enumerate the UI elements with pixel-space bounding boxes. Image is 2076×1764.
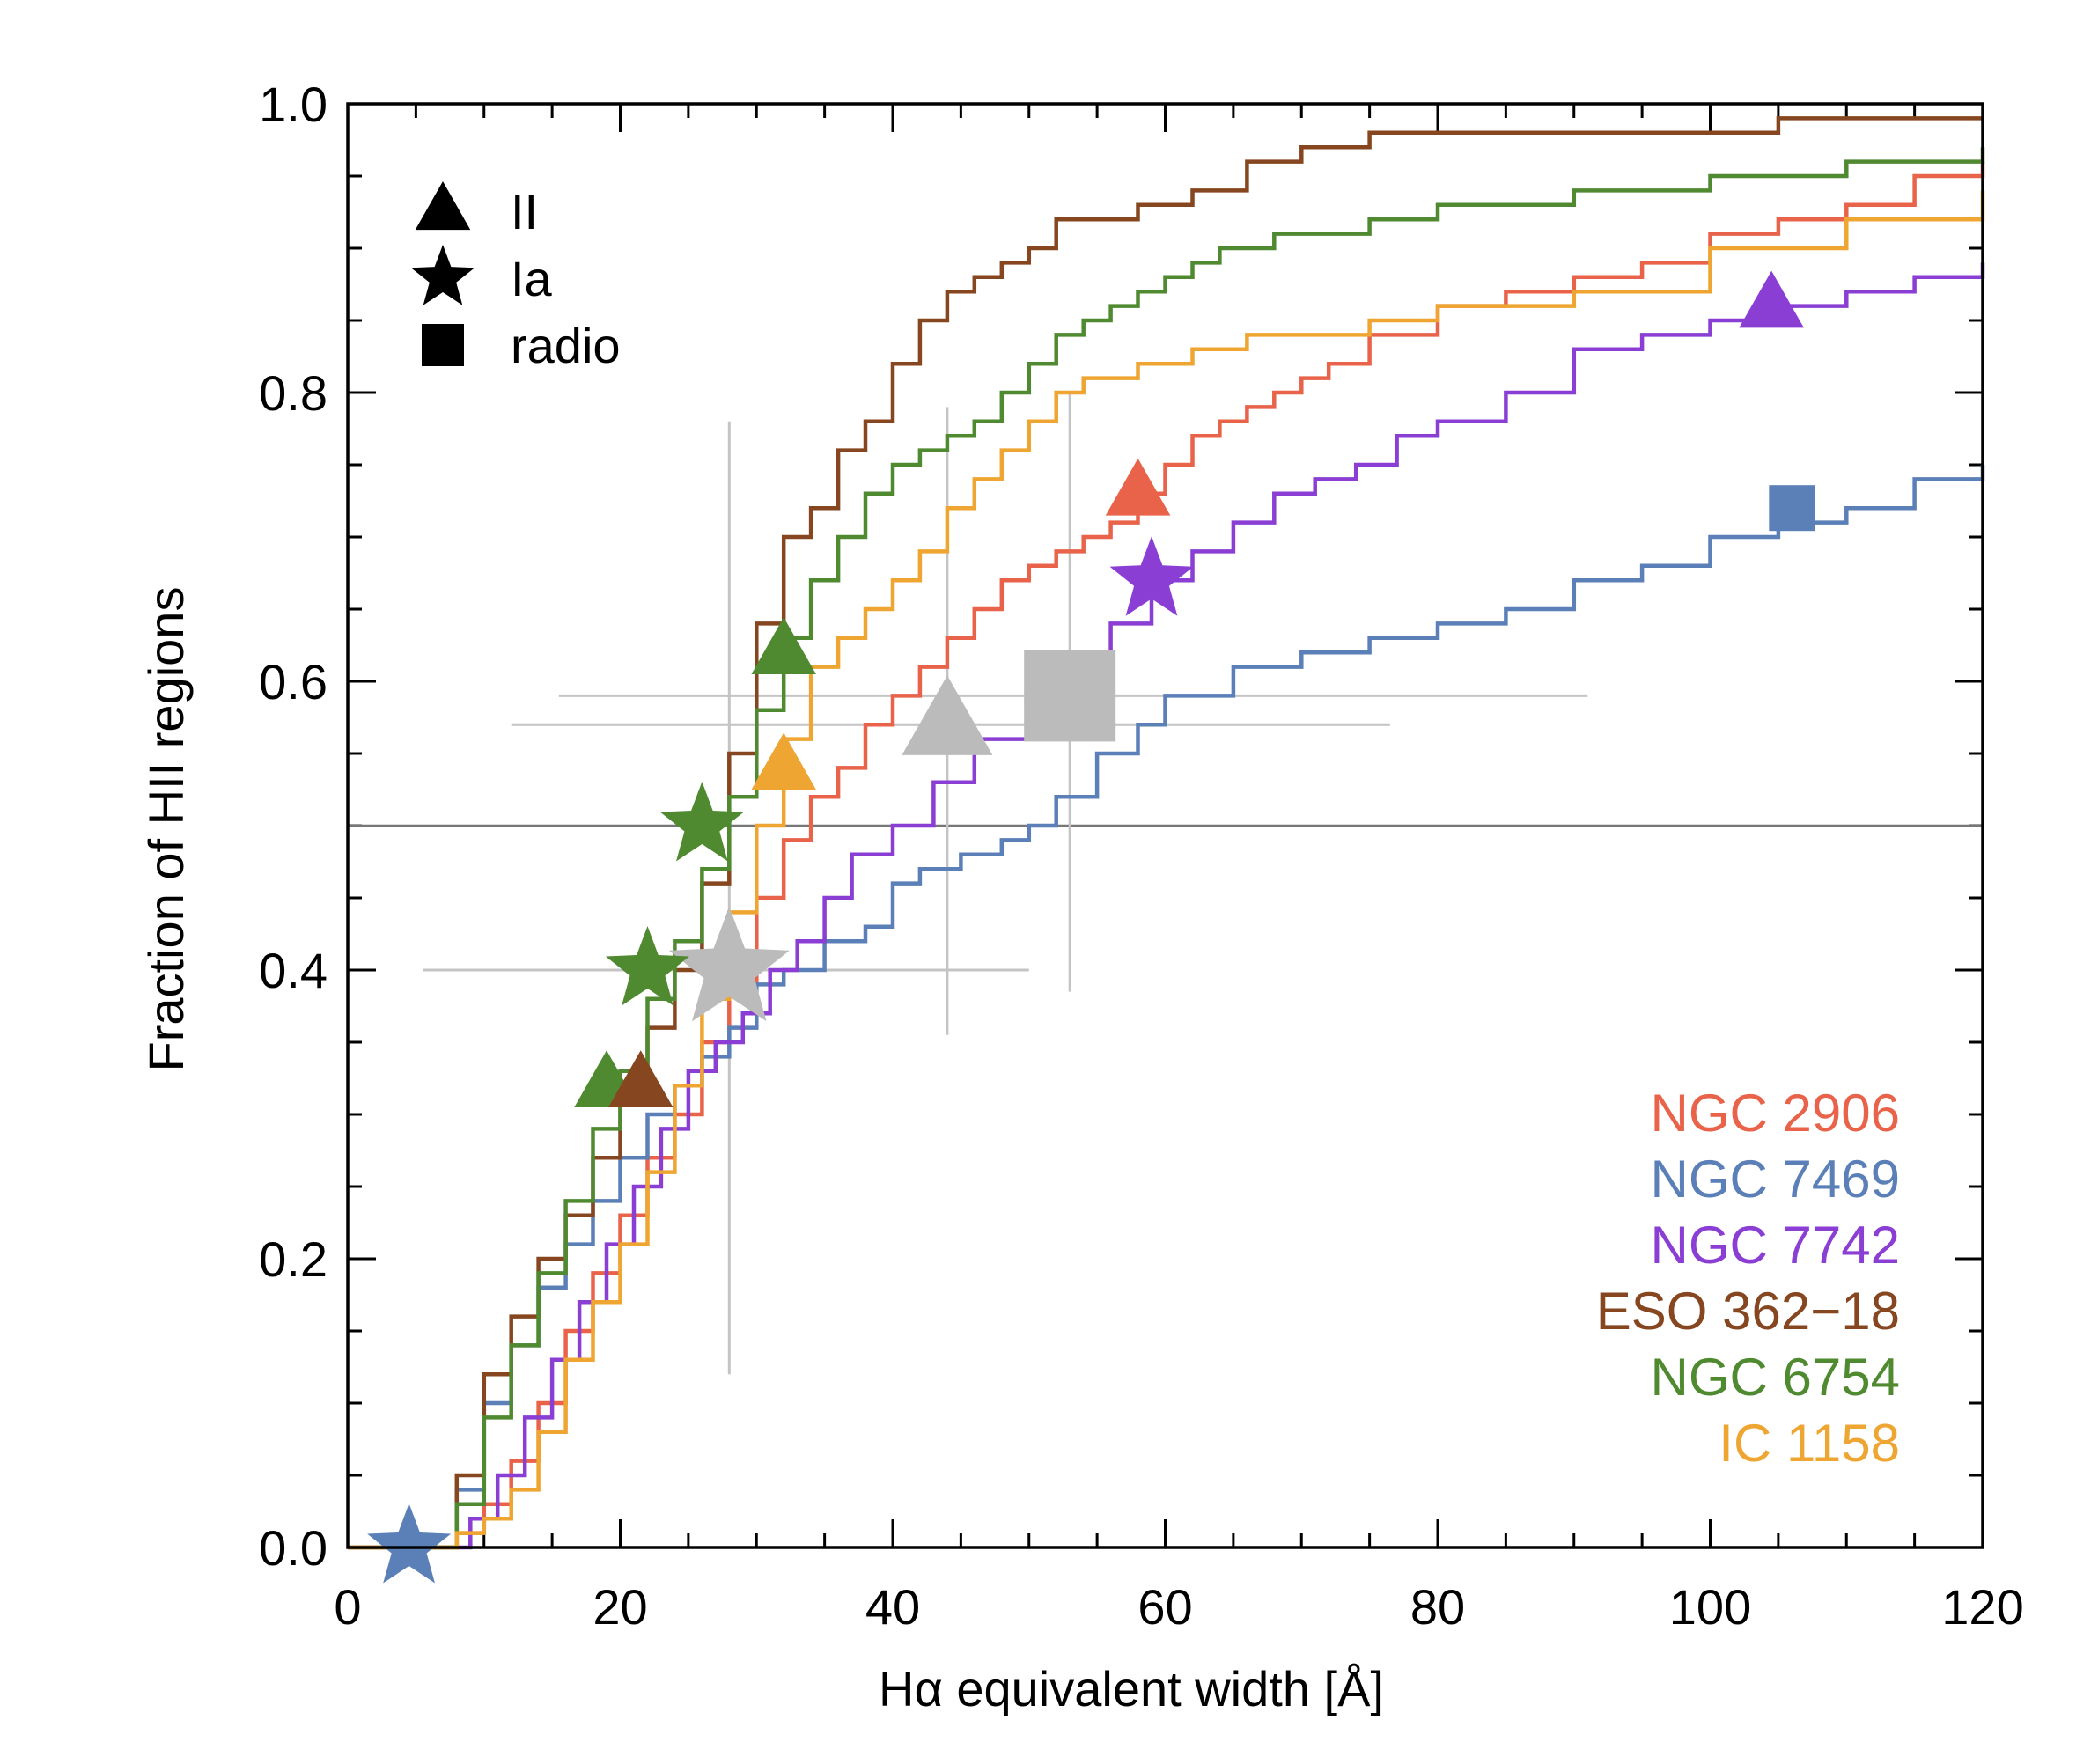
x-tick-label: 0 bbox=[334, 1579, 361, 1635]
x-tick-label: 20 bbox=[593, 1579, 647, 1635]
triangle-marker bbox=[751, 732, 816, 790]
y-tick-label: 0.8 bbox=[259, 365, 328, 421]
series-line-ngc-6754 bbox=[348, 147, 1985, 1550]
summary-markers bbox=[668, 650, 1116, 1022]
x-tick-label: 40 bbox=[865, 1579, 920, 1635]
legend-triangle-label: II bbox=[511, 184, 538, 239]
series-legend: NGC 2906 NGC 7469 NGC 7742 ESO 362−18 NGC 67… bbox=[1596, 1084, 1900, 1473]
legend-entry-ngc-7469: NGC 7469 bbox=[1651, 1150, 1900, 1209]
legend-star-label: Ia bbox=[511, 251, 553, 306]
y-tick-label: 0.6 bbox=[259, 654, 328, 709]
y-tick-label: 0.2 bbox=[259, 1231, 328, 1287]
legend-square-label: radio bbox=[511, 318, 621, 373]
series-line-ngc-7469 bbox=[348, 465, 1985, 1550]
series-line-ic-1158 bbox=[348, 190, 1985, 1550]
galaxy-markers bbox=[367, 270, 1815, 1584]
legend-entry-ngc-7742: NGC 7742 bbox=[1651, 1216, 1900, 1275]
legend-entry-ngc-6754: NGC 6754 bbox=[1651, 1348, 1900, 1407]
legend-triangle-icon bbox=[415, 181, 471, 231]
axes-ticks bbox=[346, 102, 1984, 1549]
triangle-marker bbox=[751, 617, 816, 674]
x-tick-label: 80 bbox=[1410, 1579, 1465, 1635]
series-lines bbox=[348, 116, 1985, 1550]
series-line-ngc-7742 bbox=[348, 262, 1985, 1550]
triangle-marker bbox=[1739, 270, 1804, 328]
summary-star-marker bbox=[668, 907, 790, 1022]
x-tick-labels: 0 20 40 60 80 100 120 bbox=[334, 1579, 2023, 1635]
x-tick-label: 60 bbox=[1137, 1579, 1192, 1635]
y-tick-label: 1.0 bbox=[259, 77, 328, 132]
summary-square-marker bbox=[1024, 650, 1116, 742]
legend-star-icon bbox=[410, 245, 475, 305]
star-marker bbox=[605, 926, 689, 1006]
legend-entry-ic-1158: IC 1158 bbox=[1719, 1414, 1900, 1473]
star-marker bbox=[1109, 536, 1194, 616]
legend-entry-eso-362-18: ESO 362−18 bbox=[1596, 1282, 1900, 1341]
y-axis-label: Fraction of HII regions bbox=[138, 587, 194, 1072]
triangle-marker bbox=[1105, 458, 1171, 516]
plot-frame bbox=[346, 102, 1984, 1549]
legend-entry-ngc-2906: NGC 2906 bbox=[1651, 1084, 1900, 1143]
summary-triangle-marker bbox=[902, 675, 993, 755]
star-marker bbox=[659, 782, 744, 862]
symbol-legend: II Ia radio bbox=[410, 181, 621, 373]
x-axis-label: Hα equivalent width [Å] bbox=[879, 1661, 1384, 1716]
x-tick-label: 120 bbox=[1941, 1579, 2023, 1635]
star-marker bbox=[367, 1503, 452, 1584]
y-tick-label: 0.4 bbox=[259, 943, 328, 998]
legend-square-icon bbox=[422, 324, 464, 366]
square-marker bbox=[1769, 485, 1815, 532]
y-tick-label: 0.0 bbox=[259, 1520, 328, 1576]
y-tick-labels: 0.0 0.2 0.4 0.6 0.8 1.0 bbox=[259, 77, 328, 1576]
x-tick-label: 100 bbox=[1669, 1579, 1751, 1635]
triangle-marker bbox=[607, 1050, 674, 1107]
